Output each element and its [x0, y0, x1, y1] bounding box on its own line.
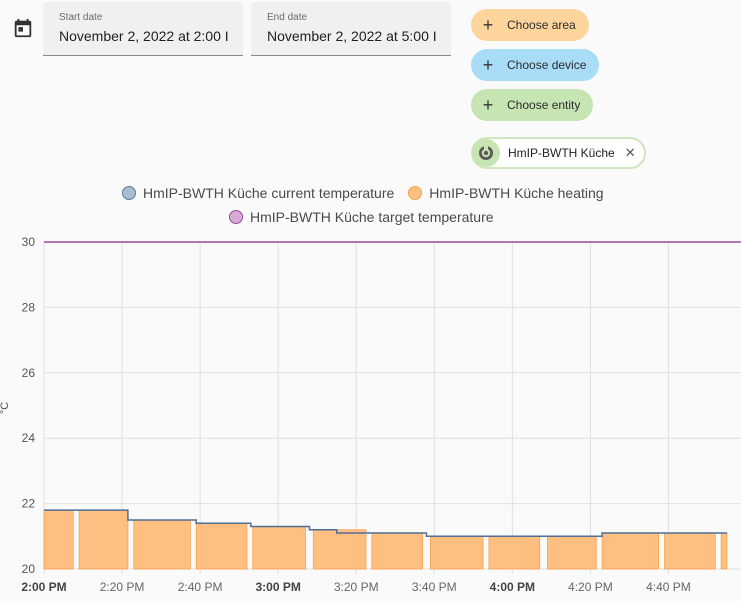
- y-tick-label: 24: [22, 431, 36, 445]
- x-tick-label: 2:40 PM: [178, 580, 223, 594]
- heating-bar: [43, 509, 74, 570]
- calendar-icon[interactable]: [12, 17, 34, 39]
- y-tick-label: 22: [22, 497, 36, 511]
- y-tick-label: 26: [22, 366, 36, 380]
- heating-bar: [664, 532, 716, 570]
- chart-axes: 20 22 24 26 28 30 2:00 PM 2:20 PM 2:40 PM 3:00 PM…: [21, 235, 690, 594]
- legend-item-target-temperature[interactable]: HmIP-BWTH Küche target temperature: [229, 209, 494, 225]
- heating-bar: [371, 532, 423, 570]
- y-axis-label: °C: [0, 402, 11, 414]
- legend-swatch: [229, 210, 243, 224]
- heating-bar: [488, 535, 541, 570]
- legend-label: HmIP-BWTH Küche current temperature: [143, 185, 395, 201]
- chart-legend-row-2: HmIP-BWTH Küche target temperature: [229, 209, 508, 225]
- legend-swatch: [122, 186, 136, 200]
- y-tick-label: 20: [22, 562, 36, 576]
- legend-label: HmIP-BWTH Küche heating: [429, 185, 604, 201]
- thermostat-icon: [472, 139, 500, 167]
- heating-bar: [195, 522, 248, 570]
- x-tick-label: 4:20 PM: [568, 580, 613, 594]
- start-date-field[interactable]: Start date November 2, 2022 at 2:00 I: [43, 2, 243, 56]
- legend-label: HmIP-BWTH Küche target temperature: [250, 209, 494, 225]
- heating-series: [43, 509, 728, 570]
- choose-device-button[interactable]: + Choose device: [471, 49, 600, 81]
- heating-bar: [720, 532, 728, 570]
- x-tick-label: 2:00 PM: [21, 580, 66, 594]
- temperature-series: [44, 241, 741, 538]
- heating-bar: [78, 509, 129, 570]
- plus-icon: +: [482, 95, 494, 115]
- chart-legend-row-1: HmIP-BWTH Küche current temperature HmIP…: [122, 185, 618, 201]
- start-date-label: Start date: [59, 12, 103, 23]
- legend-item-heating[interactable]: HmIP-BWTH Küche heating: [408, 185, 604, 201]
- heating-bar: [252, 526, 306, 570]
- choose-entity-label: Choose entity: [507, 98, 581, 112]
- heating-bar: [312, 529, 367, 570]
- choose-device-label: Choose device: [507, 58, 587, 72]
- x-tick-label: 2:20 PM: [100, 580, 145, 594]
- y-tick-label: 28: [22, 300, 36, 314]
- end-date-field[interactable]: End date November 2, 2022 at 5:00 I: [251, 2, 451, 56]
- legend-swatch: [408, 186, 423, 200]
- end-date-label: End date: [267, 12, 308, 23]
- legend-item-current-temperature[interactable]: HmIP-BWTH Küche current temperature: [122, 185, 394, 201]
- history-chart[interactable]: 20 22 24 26 28 30 2:00 PM 2:20 PM 2:40 PM 3:00 PM…: [0, 228, 741, 601]
- choose-entity-button[interactable]: + Choose entity: [471, 89, 594, 121]
- x-tick-label: 3:00 PM: [255, 580, 300, 594]
- heating-bar: [133, 519, 191, 570]
- heating-bar: [547, 535, 597, 570]
- choose-area-label: Choose area: [507, 18, 576, 32]
- heating-bar: [601, 532, 660, 570]
- x-tick-label: 3:40 PM: [412, 580, 457, 594]
- heating-bar: [429, 535, 484, 570]
- remove-entity-icon[interactable]: ✕: [624, 145, 636, 160]
- start-date-value[interactable]: November 2, 2022 at 2:00 I: [59, 28, 229, 44]
- plus-icon: +: [482, 15, 494, 35]
- x-tick-label: 3:20 PM: [334, 580, 379, 594]
- selected-entity-chip[interactable]: HmIP-BWTH Küche ✕: [471, 137, 646, 169]
- selected-entity-name: HmIP-BWTH Küche: [508, 146, 615, 160]
- x-tick-label: 4:00 PM: [490, 580, 535, 594]
- choose-area-button[interactable]: + Choose area: [471, 9, 589, 41]
- end-date-value[interactable]: November 2, 2022 at 5:00 I: [267, 28, 437, 44]
- current-temperature-line: [44, 509, 727, 538]
- x-tick-label: 4:40 PM: [646, 580, 691, 594]
- y-tick-label: 30: [22, 235, 36, 249]
- plus-icon: +: [482, 55, 494, 75]
